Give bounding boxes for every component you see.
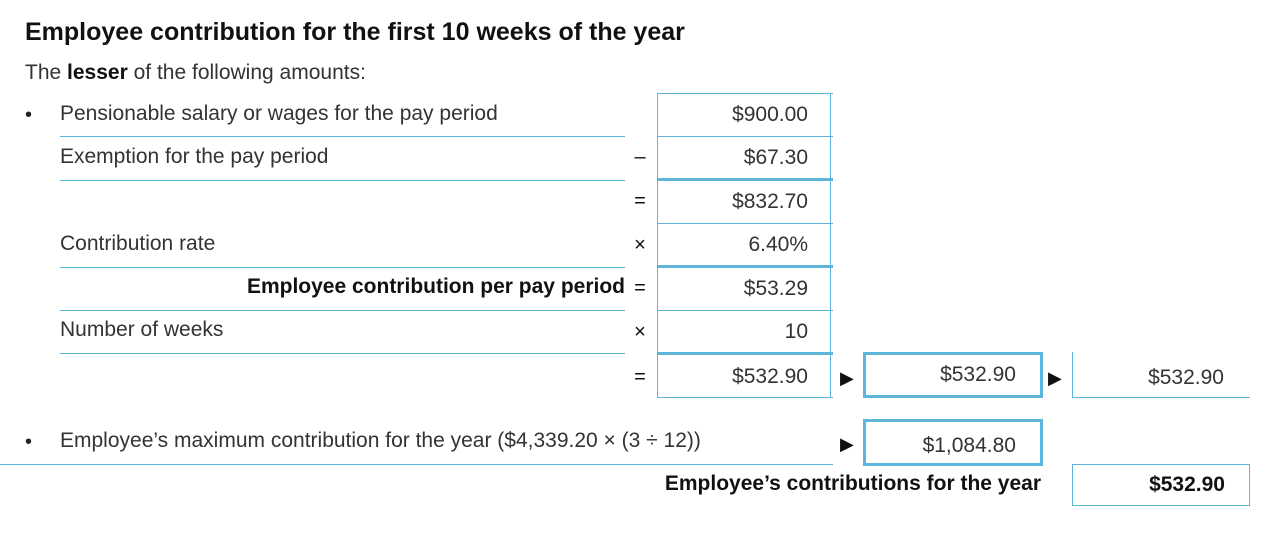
arrow-right-icon: ▶ [840,434,854,454]
per-period-label: Employee contribution per pay period [246,275,625,298]
per-period-rule [657,265,833,268]
equals-operator-2: = [634,277,646,299]
subtitle-suffix: of the following amounts: [133,61,366,84]
column-bottom-rule [657,397,833,398]
per-period-underline [60,310,625,311]
max-underline [0,464,833,465]
rate-underline [60,267,625,268]
minus-operator: – [634,146,646,168]
rule [657,136,833,137]
lesser-candidate-2: $1,084.80 [863,419,1043,466]
exemption-value: $67.30 [657,137,831,179]
times-operator-2: × [634,321,646,343]
equals-operator-1: = [634,190,646,212]
equals-operator-3: = [634,366,646,388]
per-period-value: $53.29 [657,268,831,310]
salary-label: Pensionable salary or wages for the pay … [60,102,498,125]
exemption-underline [60,180,625,181]
bullet-2: • [25,431,33,453]
weeks-label: Number of weeks [60,318,224,341]
weeks-underline [60,353,625,354]
subtitle-prefix: The [25,61,62,84]
times-operator-1: × [634,234,646,256]
subtitle: The lesser of the following amounts: [25,61,366,85]
arrow-right-icon: ▶ [1048,368,1062,388]
weeks-value: 10 [657,311,831,352]
bullet-1: • [25,104,33,126]
salary-underline [60,136,625,137]
subtotal-value: $832.70 [657,181,831,223]
subtitle-emphasis: lesser [67,61,128,84]
lesser-candidate-1: $532.90 [863,352,1043,398]
column-top-rule [657,93,833,94]
rule [657,223,833,224]
total-value: $532.90 [657,355,831,397]
final-label: Employee’s contributions for the year [664,472,1041,495]
rate-label: Contribution rate [60,232,216,255]
rate-value: 6.40% [657,224,831,266]
lesser-result: $532.90 [1072,352,1250,398]
page-title: Employee contribution for the first 10 w… [25,18,685,46]
subtotal-rule [657,178,833,181]
max-contribution-label: Employee’s maximum contribution for the … [60,429,701,452]
rule [657,310,833,311]
value-column: $900.00 $67.30 $832.70 6.40% $53.29 10 $… [657,93,833,398]
final-value: $532.90 [1072,464,1250,506]
salary-value: $900.00 [657,94,831,136]
exemption-label: Exemption for the pay period [60,145,329,168]
total-rule [657,352,833,355]
arrow-right-icon: ▶ [840,368,854,388]
